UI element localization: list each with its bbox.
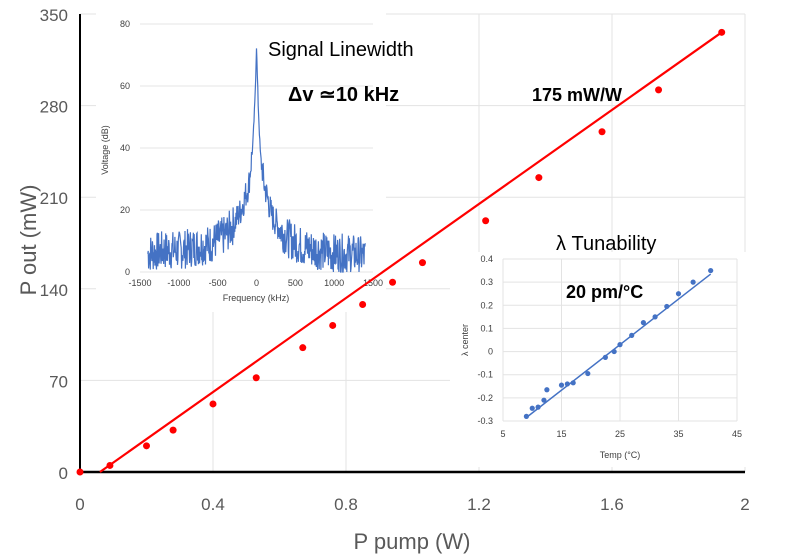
linewidth-tick-labels: 0 20 40 60 80 -1500 -1000 -500 0 500 1000 1500 [120, 19, 383, 288]
tunability-y-tick-label: -0.2 [477, 393, 493, 403]
main-data-point [655, 86, 663, 94]
tunability-inset: -0.3 -0.2 -0.1 0 0.1 0.2 0.3 0.4 5 15 25 35 45 Temp … [450, 252, 750, 467]
tunability-data-point [523, 413, 530, 419]
main-data-point [482, 217, 490, 225]
main-y-tick-label: 280 [40, 98, 68, 117]
main-data-points [76, 28, 726, 476]
main-x-tick-label: 2 [740, 495, 749, 514]
tunability-y-tick-label: -0.1 [477, 370, 493, 380]
tunability-data-points [523, 267, 714, 419]
tunability-x-tick-label: 35 [673, 429, 683, 439]
main-data-point [718, 28, 726, 36]
tunability-title: λ Tunability [556, 233, 656, 255]
tunability-data-point [690, 279, 696, 285]
tunability-slope-annotation: 20 pm/°C [566, 282, 643, 302]
linewidth-x-tick-label: -1000 [167, 278, 190, 288]
linewidth-y-tick-label: 60 [120, 81, 130, 91]
tunability-y-tick-label: 0.1 [480, 323, 493, 333]
tunability-data-point [544, 387, 550, 393]
main-x-tick-label: 1.2 [467, 495, 491, 514]
tunability-data-point [558, 382, 565, 388]
tunability-x-tick-label: 25 [615, 429, 625, 439]
main-data-point [418, 259, 426, 267]
main-y-tick-label: 70 [49, 372, 68, 391]
tunability-x-tick-label: 5 [500, 429, 505, 439]
main-data-point [76, 468, 84, 476]
tunability-y-tick-label: 0 [488, 347, 493, 357]
tunability-data-point [570, 380, 576, 386]
tunability-x-tick-label: 45 [732, 429, 742, 439]
tunability-data-point [652, 314, 658, 320]
tunability-tick-labels: -0.3 -0.2 -0.1 0 0.1 0.2 0.3 0.4 5 15 25 35 45 [477, 254, 742, 439]
tunability-data-point [585, 370, 591, 377]
main-y-tick-label: 210 [40, 189, 68, 208]
main-data-point [598, 128, 606, 136]
tunability-data-point [602, 354, 608, 360]
linewidth-x-axis-label: Frequency (kHz) [223, 293, 290, 303]
tunability-data-point [640, 320, 647, 326]
main-x-axis-label: P pump (W) [354, 529, 471, 554]
tunability-y-tick-label: 0.3 [480, 277, 493, 287]
main-data-point [169, 426, 177, 434]
linewidth-x-tick-label: 500 [288, 278, 303, 288]
linewidth-x-tick-label: 0 [254, 278, 259, 288]
tunability-data-point [529, 405, 535, 411]
main-data-point [143, 442, 150, 450]
linewidth-x-tick-label: 1000 [324, 278, 344, 288]
linewidth-y-tick-label: 0 [125, 267, 130, 277]
tunability-data-point [629, 332, 635, 338]
linewidth-title: Signal Linewidth [268, 39, 414, 61]
tunability-y-axis-label: λ center [460, 324, 470, 356]
main-x-tick-label: 0 [75, 495, 84, 514]
linewidth-inset: 0 20 40 60 80 -1500 -1000 -500 0 500 1000 1500 Freq… [96, 12, 386, 312]
tunability-data-point [541, 397, 547, 403]
tunability-data-point [675, 291, 682, 297]
tunability-x-axis-label: Temp (°C) [600, 450, 641, 460]
linewidth-x-tick-label: 1500 [363, 278, 383, 288]
linewidth-y-axis-label: Voltage (dB) [100, 125, 110, 175]
linewidth-y-tick-label: 20 [120, 205, 130, 215]
linewidth-x-tick-label: -1500 [128, 278, 151, 288]
tunability-y-tick-label: -0.3 [477, 416, 493, 426]
tunability-data-point [564, 381, 570, 387]
main-data-point [359, 301, 367, 309]
main-x-tick-label: 1.6 [600, 495, 624, 514]
tunability-gridlines [502, 258, 738, 422]
tunability-y-tick-label: 0.4 [480, 254, 493, 264]
main-slope-annotation: 175 mW/W [532, 85, 622, 105]
linewidth-y-tick-label: 40 [120, 143, 130, 153]
main-data-point [209, 400, 217, 408]
main-axes [79, 14, 745, 474]
main-data-point [535, 174, 543, 182]
tunability-x-tick-label: 15 [556, 429, 566, 439]
tunability-data-point [535, 404, 541, 410]
main-y-tick-label: 0 [59, 464, 68, 483]
tunability-y-tick-label: 0.2 [480, 300, 493, 310]
tunability-data-point [708, 267, 714, 274]
main-y-tick-label: 140 [40, 281, 68, 300]
main-data-point [329, 321, 337, 329]
main-data-point [389, 278, 397, 286]
linewidth-spectrum-line [147, 48, 366, 273]
main-fit-line [99, 31, 723, 473]
main-y-tick-label: 350 [40, 6, 68, 25]
linewidth-value-annotation: Δv ≃10 kHz [288, 84, 399, 106]
tunability-data-point [664, 303, 670, 310]
linewidth-gridlines [140, 23, 373, 273]
linewidth-y-tick-label: 80 [120, 19, 130, 29]
tunability-data-point [611, 348, 617, 355]
linewidth-x-tick-label: -500 [209, 278, 227, 288]
main-data-point [106, 461, 114, 469]
main-x-tick-label: 0.4 [201, 495, 225, 514]
main-data-point [252, 374, 260, 382]
main-data-point [299, 344, 307, 352]
main-y-axis-label: P out (mW) [16, 185, 41, 296]
tunability-data-point [617, 342, 623, 348]
main-x-tick-label: 0.8 [334, 495, 358, 514]
